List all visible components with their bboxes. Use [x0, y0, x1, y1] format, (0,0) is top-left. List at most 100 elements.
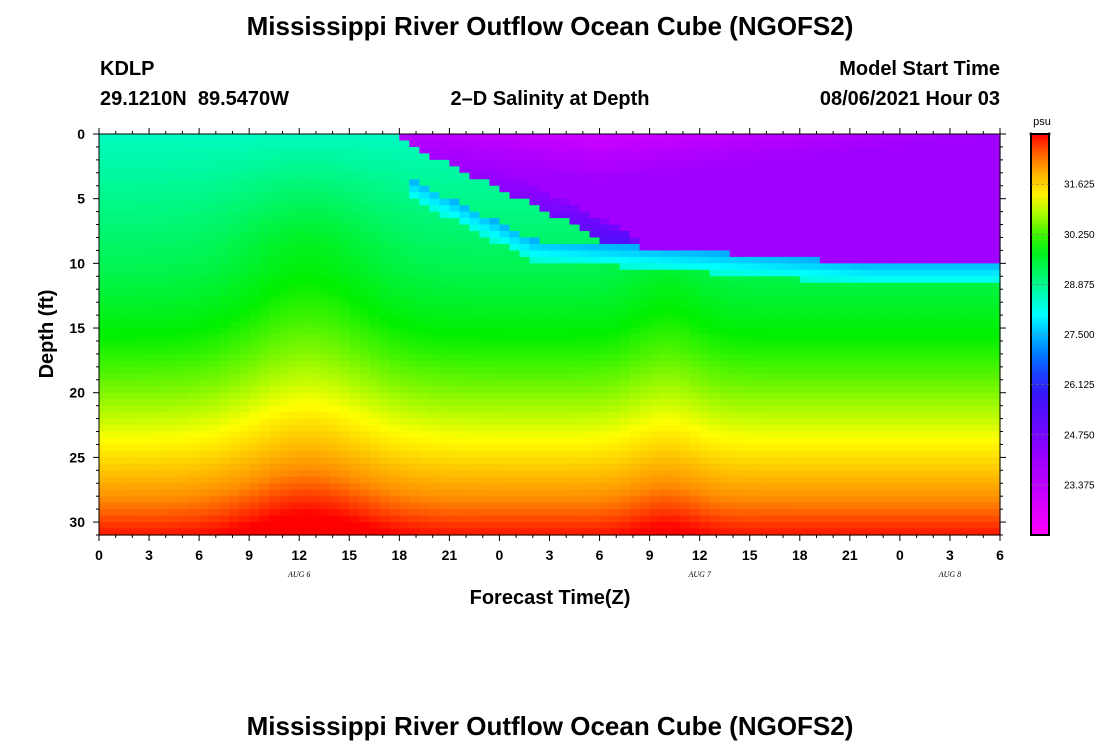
heatmap-cell — [399, 276, 410, 284]
heatmap-cell — [359, 418, 370, 426]
heatmap-cell — [829, 418, 841, 426]
heatmap-cell — [759, 470, 771, 478]
heatmap-cell — [339, 134, 350, 142]
heatmap-cell — [189, 366, 200, 374]
heatmap-cell — [239, 489, 250, 497]
heatmap-cell — [769, 463, 781, 471]
heatmap-cell — [469, 166, 481, 174]
heatmap-cell — [309, 444, 320, 452]
heatmap-cell — [389, 282, 400, 290]
heatmap-cell — [769, 522, 781, 530]
heatmap-cell — [409, 425, 420, 433]
heatmap-cell — [349, 489, 360, 497]
heatmap-cell — [319, 418, 330, 426]
heatmap-cell — [479, 256, 491, 264]
heatmap-cell — [179, 172, 190, 180]
heatmap-cell — [219, 224, 230, 232]
heatmap-cell — [319, 315, 330, 323]
heatmap-cell — [379, 431, 390, 439]
heatmap-cell — [849, 360, 861, 368]
heatmap-cell — [689, 502, 701, 510]
heatmap-cell — [519, 269, 531, 277]
heatmap-cell — [839, 353, 851, 361]
heatmap-cell — [579, 437, 591, 446]
heatmap-cell — [859, 321, 871, 329]
heatmap-cell — [429, 172, 440, 180]
heatmap-cell — [849, 463, 861, 471]
heatmap-cell — [459, 528, 471, 536]
heatmap-cell — [439, 172, 450, 180]
heatmap-cell — [679, 211, 691, 219]
heatmap-cell — [409, 243, 420, 252]
heatmap-cell — [579, 321, 591, 329]
heatmap-cell — [899, 192, 911, 200]
heatmap-cell — [829, 205, 841, 213]
heatmap-cell — [319, 243, 330, 252]
heatmap-cell — [469, 457, 481, 465]
heatmap-cell — [649, 308, 661, 316]
heatmap-cell — [189, 470, 200, 478]
heatmap-cell — [149, 269, 160, 277]
heatmap-cell — [499, 159, 511, 167]
heatmap-cell — [339, 347, 350, 355]
heatmap-cell — [389, 289, 400, 297]
heatmap-cell — [119, 392, 130, 400]
heatmap-cell — [139, 308, 150, 316]
heatmap-cell — [559, 289, 571, 297]
heatmap-cell — [809, 412, 821, 420]
heatmap-cell — [309, 509, 320, 517]
heatmap-cell — [189, 295, 200, 303]
heatmap-cell — [769, 315, 781, 323]
heatmap-cell — [209, 302, 220, 310]
heatmap-cell — [759, 431, 771, 439]
heatmap-cell — [639, 172, 651, 180]
heatmap-cell — [669, 412, 681, 420]
heatmap-cell — [319, 450, 330, 458]
heatmap-cell — [829, 373, 841, 381]
heatmap-cell — [109, 444, 120, 452]
heatmap-cell — [239, 515, 250, 523]
heatmap-cell — [889, 366, 901, 374]
heatmap-cell — [459, 231, 471, 239]
heatmap-cell — [519, 192, 531, 200]
heatmap-cell — [139, 347, 150, 355]
heatmap-cell — [259, 315, 270, 323]
heatmap-cell — [369, 444, 380, 452]
heatmap-cell — [379, 159, 390, 167]
heatmap-cell — [719, 140, 731, 148]
heatmap-cell — [769, 269, 781, 277]
heatmap-cell — [649, 166, 661, 174]
heatmap-cell — [829, 502, 841, 510]
heatmap-cell — [269, 328, 280, 336]
heatmap-cell — [699, 360, 711, 368]
heatmap-cell — [789, 302, 801, 310]
heatmap-cell — [749, 302, 761, 310]
heatmap-cell — [329, 302, 340, 310]
heatmap-cell — [899, 250, 911, 258]
heatmap-cell — [829, 192, 841, 200]
heatmap-cell — [859, 425, 871, 433]
heatmap-cell — [509, 166, 521, 174]
heatmap-cell — [479, 211, 491, 219]
heatmap-cell — [699, 386, 711, 394]
heatmap-cell — [289, 437, 300, 446]
heatmap-cell — [679, 340, 691, 349]
heatmap-cell — [719, 340, 731, 349]
heatmap-cell — [499, 340, 511, 349]
heatmap-cell — [289, 328, 300, 336]
heatmap-cell — [579, 328, 591, 336]
heatmap-cell — [319, 218, 330, 226]
heatmap-cell — [729, 444, 741, 452]
heatmap-cell — [249, 470, 260, 478]
heatmap-cell — [469, 450, 481, 458]
heatmap-cell — [579, 347, 591, 355]
heatmap-cell — [409, 218, 420, 226]
heatmap-cell — [399, 205, 410, 213]
heatmap-cell — [539, 237, 551, 245]
heatmap-cell — [719, 437, 731, 446]
heatmap-cell — [339, 496, 350, 504]
heatmap-cell — [119, 366, 130, 374]
heatmap-cell — [419, 211, 430, 219]
heatmap-cell — [679, 496, 691, 504]
heatmap-cell — [739, 405, 751, 413]
